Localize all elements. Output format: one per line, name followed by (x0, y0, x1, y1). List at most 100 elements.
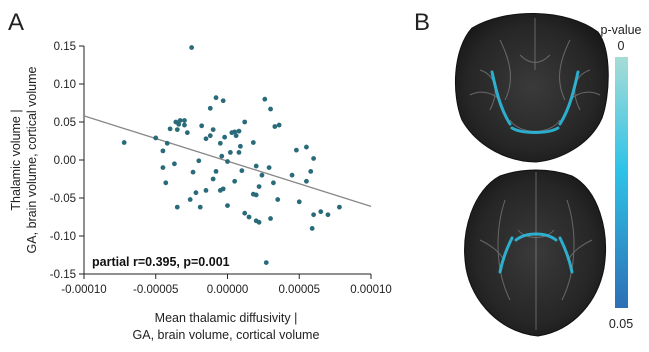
x-ticks: -0.00010 -0.00005 0.00000 0.00005 0.00010 (61, 274, 392, 296)
data-point (210, 127, 216, 132)
data-point (177, 118, 183, 123)
data-point (250, 191, 256, 197)
y-tick-label: -0.05 (50, 193, 76, 205)
data-point (337, 204, 342, 210)
data-point (174, 204, 180, 210)
data-point (236, 150, 242, 155)
y-tick-label: -0.15 (50, 269, 76, 281)
y-tick-label: 0.15 (54, 41, 76, 53)
colorbar-title: p-value (601, 23, 642, 37)
panel-label-b: B (414, 9, 430, 36)
data-points (121, 45, 342, 265)
data-point (174, 127, 180, 132)
data-point (160, 148, 166, 154)
data-point (172, 161, 177, 167)
data-point (266, 165, 272, 171)
data-point (238, 143, 243, 149)
data-point (164, 140, 170, 146)
data-point (121, 140, 127, 145)
data-point (227, 150, 233, 155)
data-point (256, 219, 262, 225)
panel-label-a: A (8, 9, 24, 36)
data-point (275, 197, 281, 202)
data-point (207, 105, 213, 111)
data-point (225, 203, 230, 209)
data-point (289, 172, 295, 178)
data-point (311, 212, 316, 218)
data-point (210, 176, 216, 182)
data-point (199, 123, 205, 129)
x-tick-label: 0.00010 (350, 284, 392, 296)
data-point (308, 169, 314, 174)
y-axis-label-line-1: Thalamic volume | (9, 109, 23, 210)
data-point (233, 133, 239, 139)
data-point (222, 134, 228, 140)
data-point (253, 163, 259, 169)
data-point (207, 133, 213, 139)
y-ticks: 0.15 0.10 0.05 0.00 -0.05 -0.10 -0.15 (50, 41, 84, 281)
data-point (225, 159, 230, 164)
data-point (262, 96, 268, 102)
y-tick-label: 0.05 (54, 117, 76, 129)
data-point (242, 119, 248, 125)
data-point (239, 168, 245, 174)
brain-image-lower (464, 169, 607, 337)
data-point (304, 144, 309, 150)
colorbar-top-label: 0 (618, 39, 625, 53)
data-point (163, 180, 169, 186)
data-point (232, 129, 238, 135)
colorbar-gradient (615, 57, 628, 308)
data-point (187, 197, 193, 202)
brain-image-upper (455, 13, 609, 163)
data-point (167, 126, 173, 132)
data-point (220, 186, 226, 192)
data-point (153, 135, 159, 141)
data-point (197, 204, 203, 210)
data-point (304, 178, 309, 184)
data-point (219, 153, 225, 159)
y-tick-label: -0.10 (50, 231, 76, 243)
data-point (325, 212, 331, 218)
data-point (268, 216, 273, 221)
data-point (190, 169, 196, 175)
data-point (220, 98, 226, 104)
data-point (232, 178, 238, 184)
data-point (271, 180, 276, 186)
data-point (268, 106, 273, 112)
colorbar-bottom-label: 0.05 (609, 317, 633, 331)
data-point (246, 214, 252, 220)
data-point (250, 140, 256, 145)
annotation-partial-r: partial r=0.395, p=0.001 (92, 255, 230, 269)
y-tick-label: 0.10 (54, 79, 76, 91)
y-axis-label: Thalamic volume | GA, brain volume, cort… (9, 67, 39, 254)
data-point (263, 260, 269, 265)
data-point (184, 130, 190, 136)
data-point (256, 184, 262, 190)
data-point (176, 121, 182, 127)
data-point (259, 172, 265, 178)
data-point (213, 169, 219, 174)
data-point (296, 199, 302, 205)
data-point (193, 190, 199, 196)
data-point (309, 226, 315, 231)
data-point (213, 95, 219, 101)
data-point (196, 158, 202, 164)
data-point (293, 147, 299, 153)
data-point (182, 118, 187, 123)
x-tick-label: 0.00005 (278, 284, 320, 296)
data-point (160, 165, 166, 171)
data-point (311, 156, 316, 161)
data-point (272, 124, 278, 129)
x-tick-label: -0.00010 (61, 284, 106, 296)
data-point (203, 188, 209, 193)
x-axis-label-line-1: Mean thalamic diffusivity | (155, 311, 298, 325)
data-point (189, 45, 195, 50)
data-point (217, 140, 223, 146)
y-tick-label: 0.00 (54, 155, 76, 167)
y-axis-label-line-2: GA, brain volume, cortical volume (25, 67, 39, 254)
x-tick-label: 0.00000 (207, 284, 249, 296)
colorbar: p-value 0 0.05 (601, 23, 642, 331)
data-point (276, 122, 282, 128)
data-point (236, 128, 242, 134)
